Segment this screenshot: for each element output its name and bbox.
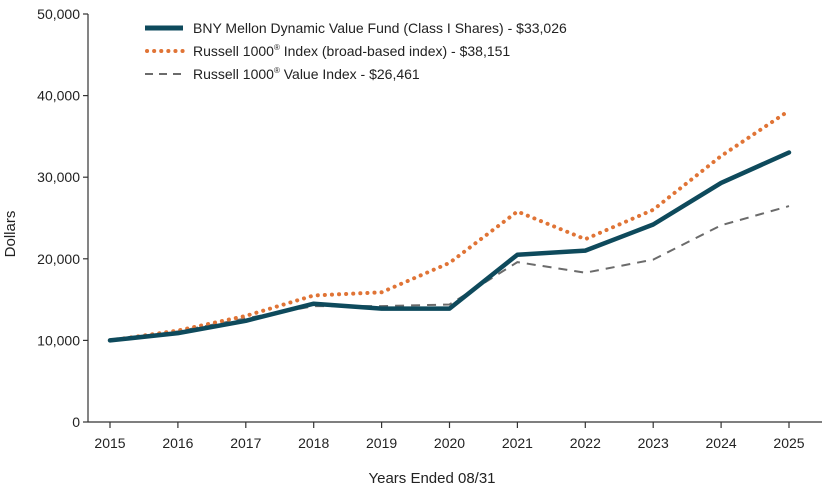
y-tick-label: 20,000 [37,251,80,267]
x-tick-label: 2016 [162,435,193,451]
x-axis-title: Years Ended 08/31 [368,470,495,487]
legend-label-russell-1000-value: Russell 1000® Value Index - $26,461 [193,66,420,82]
x-tick-label: 2024 [706,435,737,451]
x-tick-label: 2018 [298,435,329,451]
series-line-russell-1000-value [109,205,790,342]
x-tick-label: 2015 [94,435,125,451]
series-lines [107,108,792,343]
y-tick-label: 0 [72,414,80,430]
x-tick-label: 2020 [434,435,465,451]
y-tick-label: 10,000 [37,332,80,348]
x-tick-label: 2022 [570,435,601,451]
x-tick-label: 2025 [773,435,804,451]
series-line-fund [107,150,792,343]
legend-label-fund: BNY Mellon Dynamic Value Fund (Class I S… [193,20,567,36]
y-tick-label: 30,000 [37,169,80,185]
x-tick-label: 2017 [230,435,261,451]
legend-label-russell-1000: Russell 1000® Index (broad-based index) … [193,43,510,59]
y-tick-label: 40,000 [37,88,80,104]
x-axis-ticks: 2015 2016 2017 2018 2019 2020 2021 2022 2023 2024… [94,422,805,451]
series-line-russell-1000 [108,108,791,343]
x-tick-label: 2021 [502,435,533,451]
y-axis-title: Dollars [2,211,19,258]
y-axis-ticks: 0 10,000 20,000 30,000 40,000 50,000 [37,6,88,430]
x-tick-label: 2023 [638,435,669,451]
y-tick-label: 50,000 [37,6,80,22]
legend: BNY Mellon Dynamic Value Fund (Class I S… [145,20,567,82]
x-tick-label: 2019 [366,435,397,451]
